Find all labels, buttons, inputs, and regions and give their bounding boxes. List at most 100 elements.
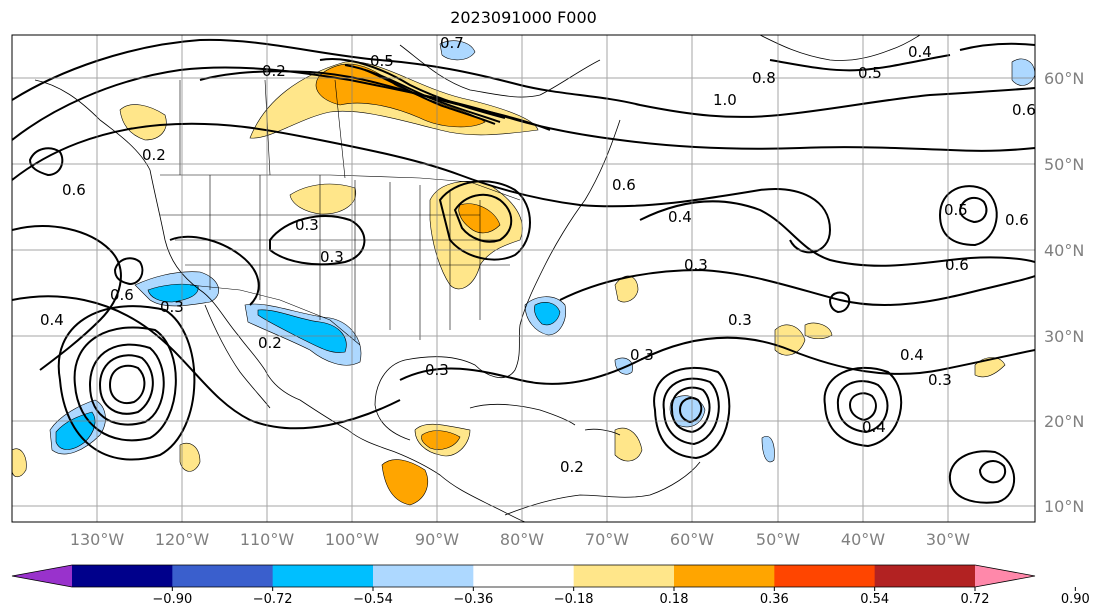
lon-label: 130°W: [70, 530, 125, 549]
colorbar-segment: [72, 565, 173, 587]
coast-north-america: [34, 79, 526, 522]
coast-hispaniola: [584, 428, 621, 436]
contour-label: 0.3: [728, 311, 752, 329]
contour-label: 0.3: [425, 361, 449, 379]
lat-label: 60°N: [1044, 69, 1084, 88]
contour-label: 0.2: [258, 334, 282, 352]
contour-label: 0.4: [900, 346, 924, 364]
coast-baja: [204, 304, 271, 409]
lon-label: 70°W: [585, 530, 629, 549]
contour-label: 0.6: [1005, 211, 1029, 229]
contour-label: 0.2: [262, 62, 286, 80]
contour-label: 0.4: [40, 311, 64, 329]
shade-cyan-florida: [534, 302, 561, 326]
contour-label: 0.4: [908, 43, 932, 61]
shade-blue-greenland: [439, 40, 476, 61]
lon-label: 110°W: [240, 530, 295, 549]
colorbar-segment: [473, 565, 575, 587]
shade-cyan-mexico: [257, 309, 347, 353]
contour-label: 0.5: [858, 64, 882, 82]
graticule: [12, 35, 1035, 522]
colorbar-tick-label: −0.72: [253, 592, 293, 607]
colorbar-tick-labels: −0.90 −0.72 −0.54 −0.36 −0.18 0.18 0.36 0.54 0.7…: [152, 592, 1089, 607]
colorbar-tick-label: 0.90: [1061, 592, 1090, 607]
contour-label: 0.3: [295, 216, 319, 234]
contour-label: 0.3: [320, 248, 344, 266]
border-states3: [389, 182, 481, 340]
border-states2: [160, 214, 510, 266]
colorbar: −0.90 −0.72 −0.54 −0.36 −0.18 0.18 0.36 0.54 0.7…: [11, 564, 1090, 607]
colorbar-tick-label: −0.54: [353, 592, 393, 607]
lon-label: 120°W: [155, 530, 210, 549]
shaded-field: [12, 40, 1035, 506]
coast-greenland: [759, 35, 921, 61]
coast-us-east: [374, 119, 621, 441]
shade-orange-pacific: [381, 459, 429, 506]
colorbar-segment: [272, 565, 374, 587]
contour-label: 0.6: [110, 286, 134, 304]
contour-label: 0.3: [684, 256, 708, 274]
shade-blue-atl-small2: [761, 436, 775, 463]
lon-label: 80°W: [500, 530, 544, 549]
contour-lines: [12, 38, 1035, 504]
lat-label: 10°N: [1044, 497, 1084, 516]
shade-yellow-atlantic1: [614, 275, 639, 303]
colorbar-extend-low: [12, 565, 72, 587]
contour-label: 0.4: [862, 418, 886, 436]
contour-label: 0.3: [630, 346, 654, 364]
colorbar-segment: [373, 565, 474, 587]
border-us-mexico: [189, 284, 361, 346]
border-us-canada: [160, 174, 521, 201]
lon-label: 40°W: [841, 530, 885, 549]
colorbar-segment: [774, 565, 876, 587]
colorbar-ticks: [171, 587, 1076, 591]
colorbar-tick-label: −0.18: [554, 592, 594, 607]
contour-label: 0.6: [1012, 101, 1036, 119]
contour-label: 0.5: [944, 201, 968, 219]
colorbar-segments: [11, 564, 1036, 588]
shade-yellow-westpac2: [179, 442, 201, 472]
contour-label: 0.5: [370, 52, 394, 70]
political-borders: [160, 79, 521, 346]
coast-sa: [504, 461, 701, 516]
colorbar-segment: [172, 565, 274, 587]
colorbar-extend-high: [975, 565, 1035, 587]
lon-label: 100°W: [325, 530, 380, 549]
shade-yellow-east: [974, 357, 1006, 378]
contour-labels: 0.2 0.5 1.0 0.8 0.5 0.4 0.6 0.7 0.6 0.2 …: [40, 34, 1036, 476]
contour-label: 0.3: [160, 298, 184, 316]
lat-label: 50°N: [1044, 155, 1084, 174]
shade-orange-greatlakes: [458, 203, 501, 234]
colorbar-outline: [11, 564, 1036, 588]
colorbar-segment: [874, 565, 976, 587]
shade-yellow-plains: [289, 183, 357, 215]
shade-yellow-atlantic3: [804, 322, 833, 340]
shade-cyan-baja: [147, 283, 199, 303]
map-title: 2023091000 F000: [450, 8, 597, 27]
colorbar-segment: [573, 565, 675, 587]
lat-label: 30°N: [1044, 327, 1084, 346]
contour-label: 0.6: [62, 181, 86, 199]
contour-label: 0.8: [752, 69, 776, 87]
latitude-labels: 60°N 50°N 40°N 30°N 20°N 10°N: [1044, 69, 1084, 516]
contour-label: 0.6: [612, 176, 636, 194]
lon-label: 50°W: [756, 530, 800, 549]
shade-orange-gulf: [421, 430, 461, 450]
border-states1: [209, 175, 356, 340]
lat-label: 20°N: [1044, 412, 1084, 431]
longitude-labels: 130°W 120°W 110°W 100°W 90°W 80°W 70°W 6…: [70, 530, 970, 549]
contour-label: 0.7: [440, 34, 464, 52]
contour-label: 0.2: [142, 146, 166, 164]
colorbar-tick-label: 0.72: [961, 592, 990, 607]
lon-label: 30°W: [926, 530, 970, 549]
lat-label: 40°N: [1044, 241, 1084, 260]
colorbar-tick-label: −0.90: [152, 592, 192, 607]
shade-yellow-westpac: [12, 448, 27, 478]
lon-label: 90°W: [415, 530, 459, 549]
contour-label: 0.3: [928, 371, 952, 389]
colorbar-tick-label: 0.18: [660, 592, 689, 607]
shade-yellow-caribbean: [614, 427, 643, 462]
colorbar-tick-label: 0.54: [860, 592, 889, 607]
coastlines: [34, 35, 921, 522]
